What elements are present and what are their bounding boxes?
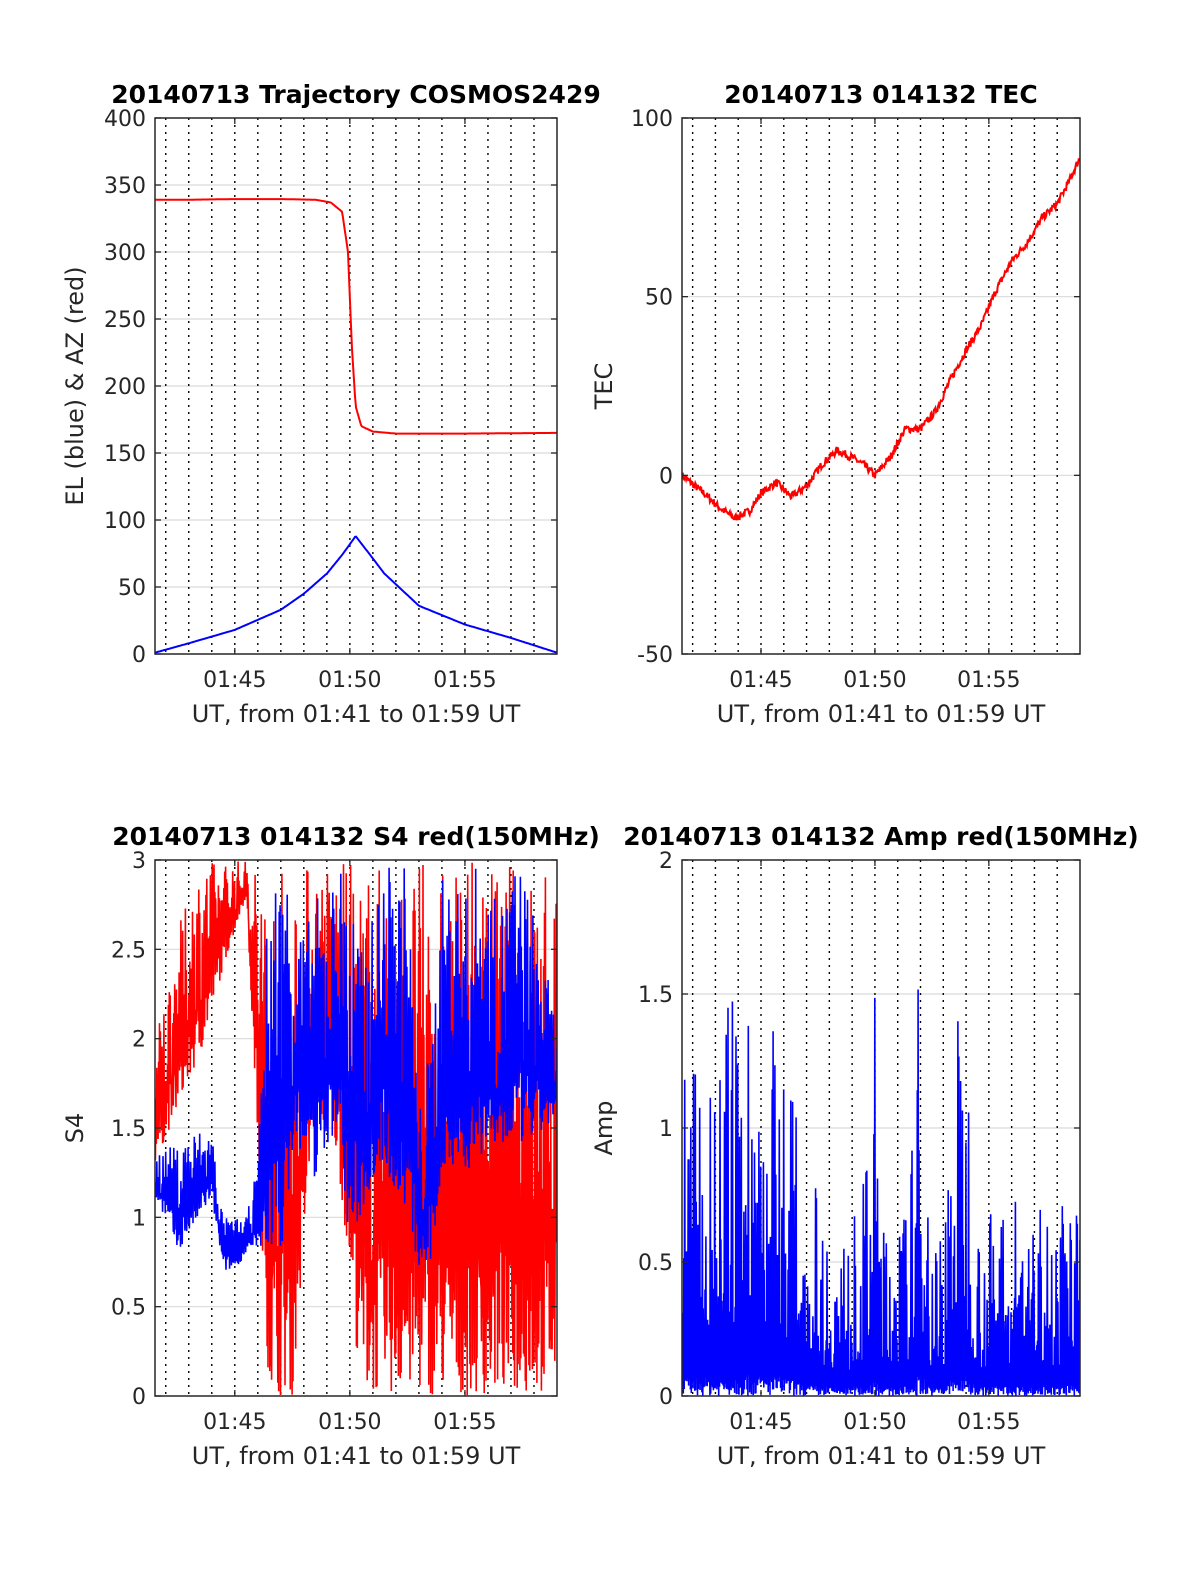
series-blue-line xyxy=(155,867,557,1270)
ytick-label: 250 xyxy=(104,308,146,333)
xtick-label: 01:50 xyxy=(318,668,381,693)
y-axis-label: Amp xyxy=(590,1100,618,1155)
series-red-line xyxy=(155,861,557,1396)
chart-tec: -50 0 50 100 01:45 01:50 01:55 20140713 014132 … xyxy=(590,80,1081,728)
ytick-label: 400 xyxy=(104,107,146,132)
xtick-label: 01:50 xyxy=(843,1410,906,1435)
series-blue-line xyxy=(155,535,557,654)
ytick-label: 0 xyxy=(132,1385,146,1410)
ytick-label: 2.5 xyxy=(111,938,146,963)
chart-title: 20140713 014132 TEC xyxy=(724,80,1037,109)
ytick-label: -50 xyxy=(637,643,673,668)
series-blue-line xyxy=(682,989,1080,1396)
series-group xyxy=(155,861,557,1396)
chart-title: 20140713 014132 Amp red(150MHz) xyxy=(623,822,1139,851)
ytick-label: 0.5 xyxy=(638,1251,673,1276)
ytick-label: 1.5 xyxy=(111,1117,146,1142)
ytick-label: 350 xyxy=(104,174,146,199)
series-group xyxy=(682,989,1080,1396)
xtick-label: 01:50 xyxy=(843,668,906,693)
xtick-label: 01:55 xyxy=(957,1410,1020,1435)
plot-area xyxy=(682,118,1080,654)
ytick-label: 300 xyxy=(104,241,146,266)
axes-box xyxy=(681,117,1081,655)
ytick-label: 2 xyxy=(132,1028,146,1053)
x-axis-label: UT, from 01:41 to 01:59 UT xyxy=(192,1442,521,1470)
ytick-label: 50 xyxy=(118,576,146,601)
y-axis-label: EL (blue) & AZ (red) xyxy=(61,266,89,505)
chart-title: 20140713 Trajectory COSMOS2429 xyxy=(111,80,601,109)
chart-s4: 0 0.5 1 1.5 2 2.5 3 01:45 01:50 01:55 20140713 014… xyxy=(61,822,600,1470)
xtick-label: 01:45 xyxy=(729,1410,792,1435)
ytick-label: 150 xyxy=(104,442,146,467)
series-group xyxy=(682,157,1080,521)
ytick-label: 1 xyxy=(132,1206,146,1231)
xtick-label: 01:45 xyxy=(203,1410,266,1435)
series-red-line xyxy=(155,198,557,435)
series-red-line xyxy=(682,157,1080,521)
ytick-label: 0 xyxy=(659,1385,673,1410)
chart-amp: 0 0.5 1 1.5 2 01:45 01:50 01:55 20140713 014132 … xyxy=(590,822,1139,1470)
x-axis-label: UT, from 01:41 to 01:59 UT xyxy=(717,1442,1046,1470)
ytick-label: 200 xyxy=(104,375,146,400)
xtick-label: 01:55 xyxy=(433,668,496,693)
ytick-label: 100 xyxy=(631,107,673,132)
xtick-label: 01:55 xyxy=(957,668,1020,693)
chart-title: 20140713 014132 S4 red(150MHz) xyxy=(112,822,600,851)
ytick-label: 0.5 xyxy=(111,1296,146,1321)
ytick-label: 1.5 xyxy=(638,983,673,1008)
ytick-label: 2 xyxy=(659,849,673,874)
ytick-label: 50 xyxy=(645,286,673,311)
chart-trajectory: 0 50 100 150 200 250 300 350 400 01:45 01:50 01:55 2… xyxy=(61,80,601,728)
y-axis-label: TEC xyxy=(590,363,618,411)
xtick-label: 01:45 xyxy=(729,668,792,693)
ytick-label: 0 xyxy=(659,464,673,489)
xtick-label: 01:45 xyxy=(203,668,266,693)
x-axis-label: UT, from 01:41 to 01:59 UT xyxy=(717,700,1046,728)
ytick-label: 0 xyxy=(132,643,146,668)
y-axis-label: S4 xyxy=(61,1113,89,1144)
xtick-label: 01:55 xyxy=(433,1410,496,1435)
ytick-label: 3 xyxy=(132,849,146,874)
series-group xyxy=(155,198,557,654)
xtick-label: 01:50 xyxy=(318,1410,381,1435)
ytick-label: 1 xyxy=(659,1117,673,1142)
ytick-label: 100 xyxy=(104,509,146,534)
x-axis-label: UT, from 01:41 to 01:59 UT xyxy=(192,700,521,728)
